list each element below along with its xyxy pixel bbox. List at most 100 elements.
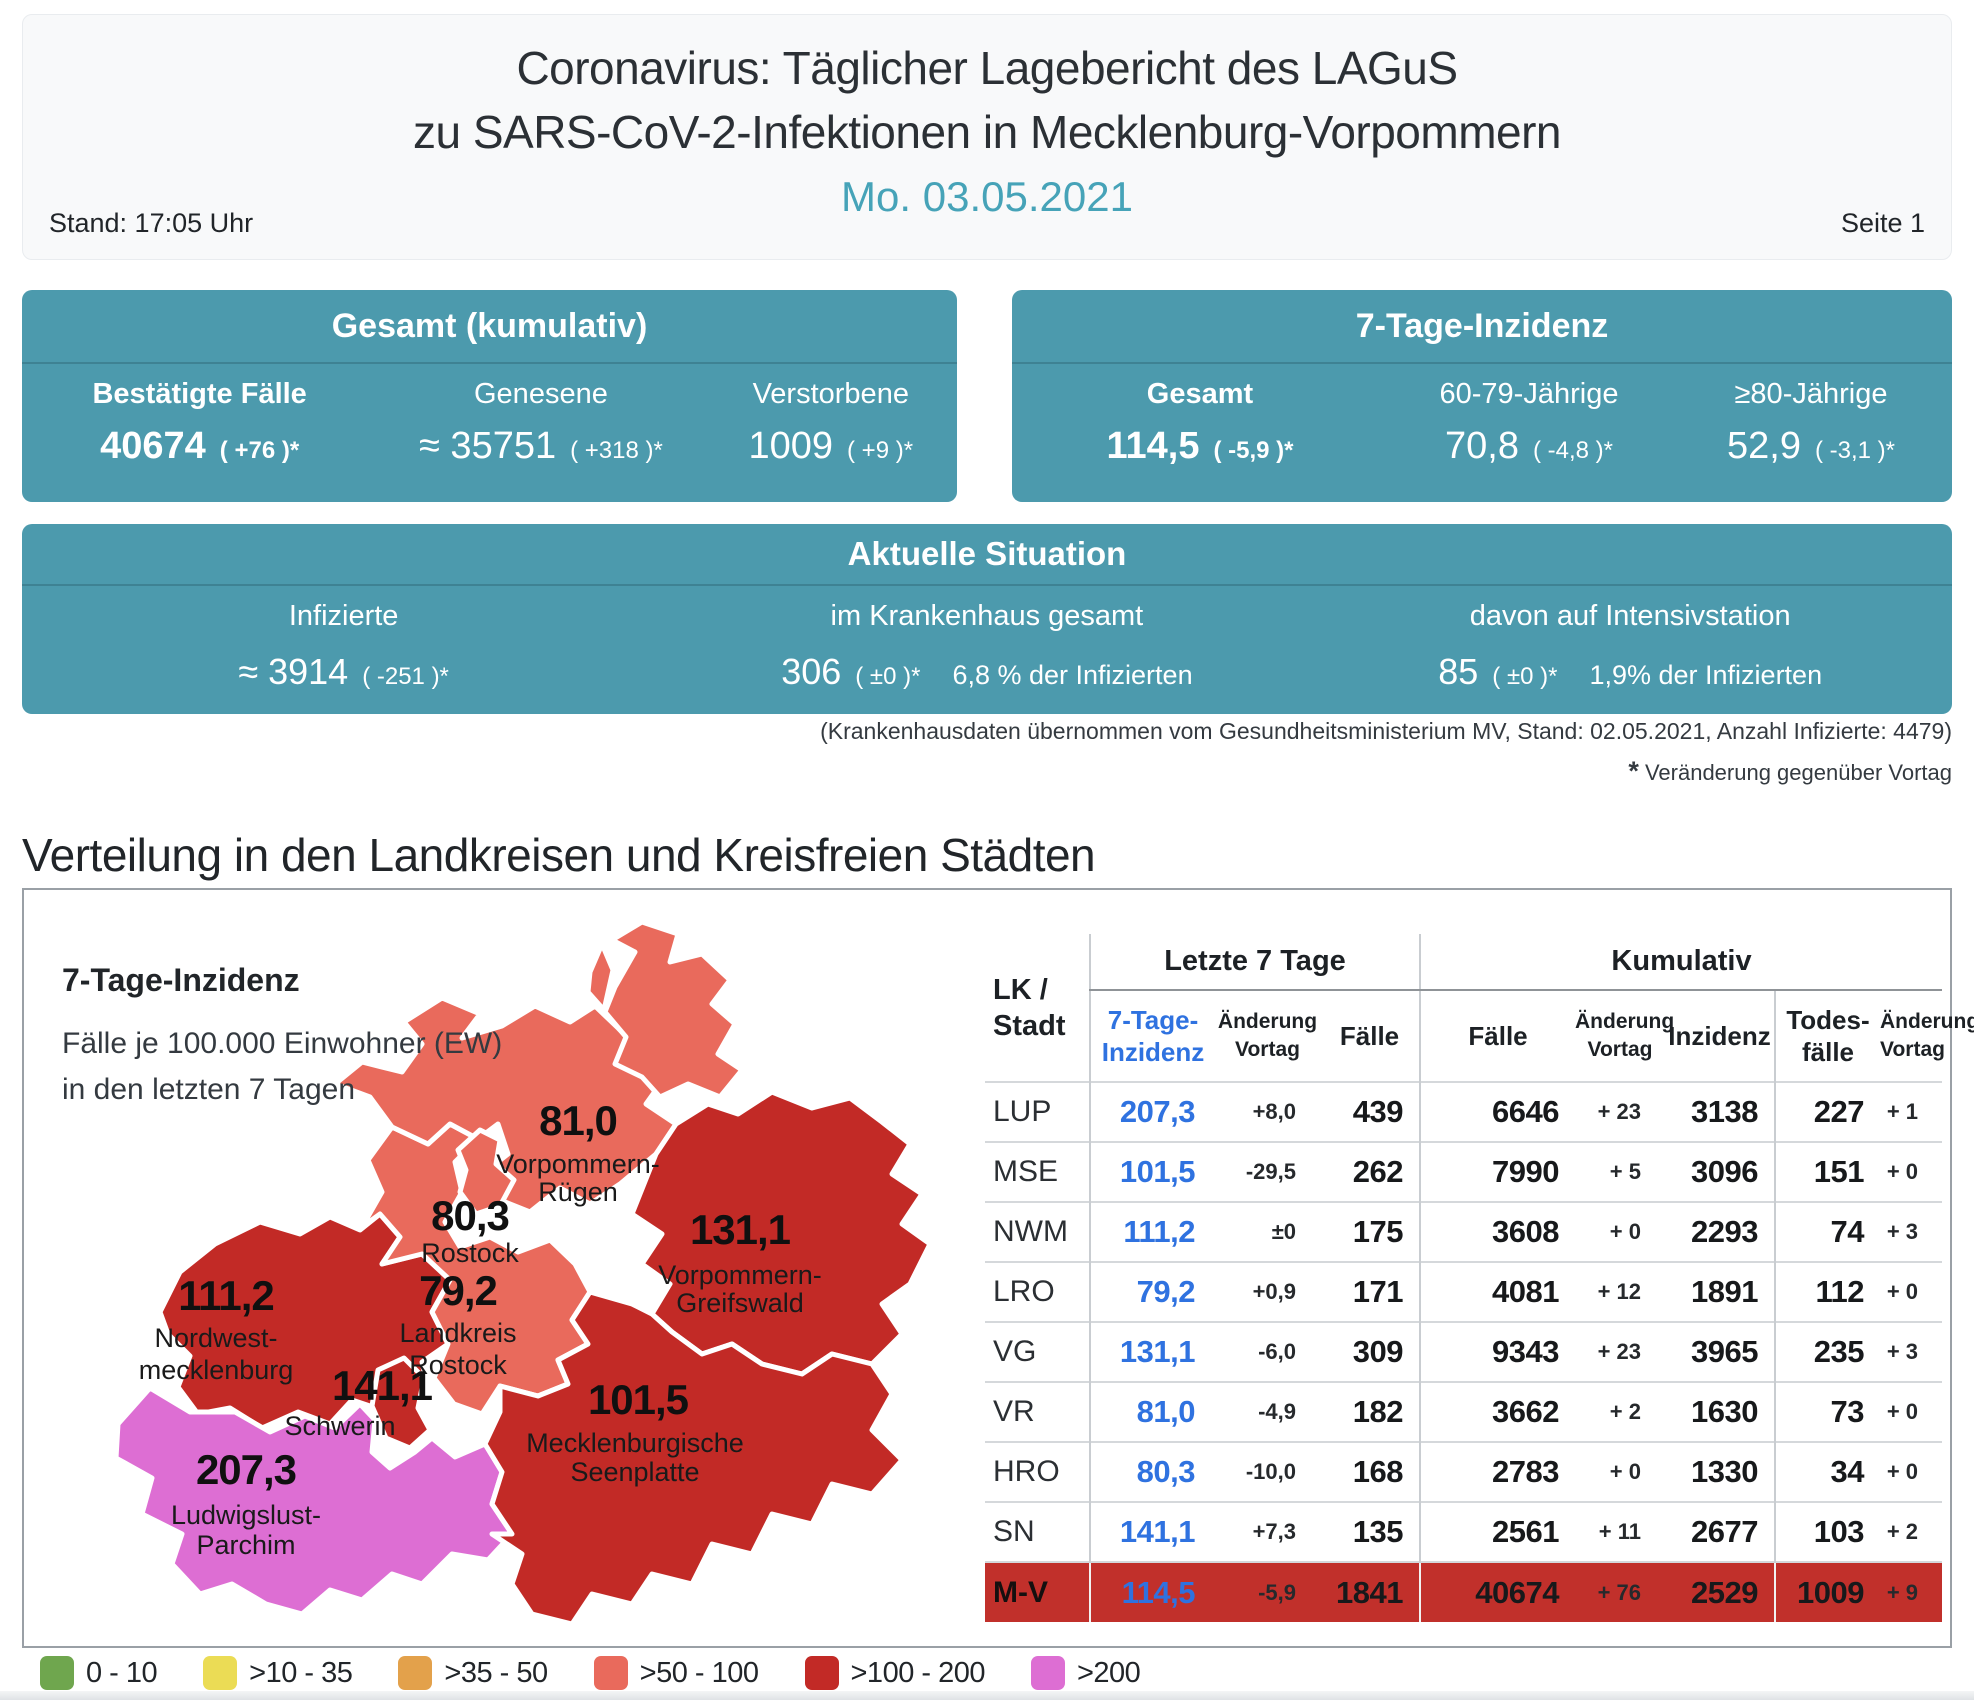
incidence-color-legend: 0 - 10 >10 - 35 >35 - 50 >50 - 100 >100 … [40,1656,1141,1690]
stat-inzidenz-gesamt: Gesamt 114,5 ( -5,9 )* [1012,378,1388,468]
map-value-vorpommern-ruegen: 81,0 [539,1097,617,1144]
asterisk-text: Veränderung gegenüber Vortag [1644,760,1952,785]
card-aktuelle-situation: Aktuelle Situation Infizierte ≈ 3914 ( -… [22,524,1952,714]
stat-delta: ( -5,9 )* [1213,437,1294,464]
col-header-aenderung-vortag-todes: Änderung Vortag [1880,1010,1974,1061]
stat-value: 52,9 [1727,425,1801,467]
table-row-nwm: NWM 111,2 ±0 175 3608 + 0 2293 74 + 3 [985,1202,1943,1262]
map-labels: 81,0 Vorpommern- Rügen 80,3 Rostock 79,2… [139,1097,822,1560]
stat-value: 306 [781,651,842,692]
map-name: mecklenburg [139,1355,294,1385]
report-date: Mo. 03.05.2021 [841,173,1133,220]
stat-delta: ( ±0 )* [855,663,921,690]
map-legend-subtitle-1: Fälle je 100.000 Einwohner (EW) [62,1027,503,1060]
map-value-nordwestmecklenburg: 111,2 [178,1272,273,1319]
legend-chip-pink [1030,1656,1065,1690]
stat-label: Verstorbene [752,378,909,410]
stat-verstorbene: Verstorbene 1009 ( +9 )* [705,378,957,468]
map-region-schwerin [369,1355,433,1451]
stat-inzidenz-60-79: 60-79-Jährige 70,8 ( -4,8 )* [1388,378,1670,468]
stat-krankenhaus: im Krankenhaus gesamt 306 ( ±0 )* 6,8 % … [665,600,1308,693]
report-title-line2: zu SARS-CoV-2-Infektionen in Mecklenburg… [412,106,1562,158]
legend-chip-orange [398,1656,433,1690]
page-number: Seite 1 [1840,208,1925,238]
stat-value: 70,8 [1445,425,1519,467]
stat-label: Bestätigte Fälle [92,378,307,410]
map-name: Seenplatte [570,1457,699,1487]
legend-chip-darkred [804,1656,839,1690]
section-title: Verteilung in den Landkreisen und Kreisf… [22,829,1096,881]
table-row-hro: HRO 80,3 -10,0 168 2783 + 0 1330 34 + 0 [985,1442,1943,1502]
stat-value: 40674 [100,425,206,467]
legend-item: >35 - 50 [398,1656,548,1690]
stat-label: davon auf Intensivstation [1469,600,1791,632]
stat-value: 114,5 [1106,425,1200,467]
legend-chip-salmon [593,1656,628,1690]
card-inzidenz-title: 7-Tage-Inzidenz [1012,290,1952,364]
stat-value: 85 [1438,651,1479,692]
stat-delta: ( -3,1 )* [1814,437,1895,464]
page-bottom-edge [0,1691,1974,1700]
stat-genesene: Genesene ≈ 35751 ( +318 )* [377,378,704,468]
map-name: Schwerin [284,1411,395,1441]
map-name: Nordwest- [154,1323,277,1353]
table-row-lup: LUP 207,3 +8,0 439 6646 + 23 3138 227 + … [985,1082,1943,1142]
stat-label: 60-79-Jährige [1439,378,1619,410]
map-island-hiddensee [585,941,616,1013]
stat-label: Genesene [474,378,608,410]
map-name: Greifswald [676,1288,804,1318]
map-value-schwerin: 141,1 [332,1362,433,1409]
map-legend-title: 7-Tage-Inzidenz [62,962,300,998]
map-region-mecklenburgische-seenplatte [482,1289,905,1627]
stat-label: Infizierte [288,600,399,632]
distribution-box: 7-Tage-Inzidenz Fälle je 100.000 Einwohn… [22,888,1974,1648]
map-legend: 7-Tage-Inzidenz Fälle je 100.000 Einwohn… [62,962,502,1113]
card-situation-columns: Infizierte ≈ 3914 ( -251 )* im Krankenha… [22,586,1952,693]
map-name: Parchim [196,1530,295,1560]
stat-infizierte: Infizierte ≈ 3914 ( -251 )* [22,600,665,693]
stat-delta: ( -4,8 )* [1532,437,1613,464]
stat-label: ≥80-Jährige [1734,378,1888,410]
mv-incidence-map: 81,0 Vorpommern- Rügen 80,3 Rostock 79,2… [113,919,933,1627]
map-value-vorpommern-greifswald: 131,1 [690,1206,791,1253]
stat-delta: ( ±0 )* [1492,663,1558,690]
col-header-aenderung-vortag: Änderung Vortag [1217,1010,1318,1061]
map-value-mecklenburgische-seenplatte: 101,5 [588,1376,689,1423]
stat-inzidenz-80plus: ≥80-Jährige 52,9 ( -3,1 )* [1670,378,1952,468]
card-gesamt-columns: Bestätigte Fälle 40674 ( +76 )* Genesene… [22,364,957,468]
map-name: Rostock [409,1350,507,1380]
asterisk: * [1628,756,1639,786]
card-inzidenz-columns: Gesamt 114,5 ( -5,9 )* 60-79-Jährige 70,… [1012,364,1952,468]
table-row-vg: VG 131,1 -6,0 309 9343 + 23 3965 235 + 3 [985,1322,1943,1382]
map-value-ludwigslust-parchim: 207,3 [196,1446,296,1493]
report-title-line1: Coronavirus: Täglicher Lagebericht des L… [516,42,1458,94]
map-name: Vorpommern- [658,1260,822,1290]
stat-label: im Krankenhaus gesamt [830,600,1144,632]
legend-item: >100 - 200 [804,1656,985,1690]
stat-extra: 1,9% der Infizierten [1589,660,1823,690]
report-header: Coronavirus: Täglicher Lagebericht des L… [22,14,1952,260]
stat-value: ≈ 35751 [419,425,557,467]
card-situation-title: Aktuelle Situation [22,524,1952,586]
map-legend-subtitle-2: in den letzten 7 Tagen [62,1073,356,1106]
col-group-kumulativ: Kumulativ [1418,934,1943,991]
col-header-lk-stadt: LK / Stadt [985,934,1090,1082]
map-name: Mecklenburgische [526,1428,744,1458]
stat-label: Gesamt [1146,378,1254,410]
map-name: Rügen [538,1177,618,1207]
col-header-inzidenz-kum: Inzidenz [1668,1021,1771,1051]
map-name: Rostock [421,1238,519,1268]
map-island-ruegen [602,919,745,1100]
col-header-todesfaelle: Todes- fälle [1774,990,1880,1082]
stand-time: Stand: 17:05 Uhr [49,208,254,238]
stat-value: ≈ 3914 [238,651,349,692]
district-table: LK / Stadt Letzte 7 Tage Kumulativ 7-Tag… [985,934,1974,1622]
card-gesamt-kumulativ: Gesamt (kumulativ) Bestätigte Fälle 4067… [22,290,957,502]
card-gesamt-title: Gesamt (kumulativ) [22,290,957,364]
map-region-rostock-stadt [455,1127,517,1217]
asterisk-footnote: * Veränderung gegenüber Vortag [1628,756,1952,787]
col-header-faelle-kum: Fälle [1419,990,1575,1082]
map-name: Vorpommern- [496,1149,660,1179]
stat-extra: 6,8 % der Infizierten [952,660,1193,690]
